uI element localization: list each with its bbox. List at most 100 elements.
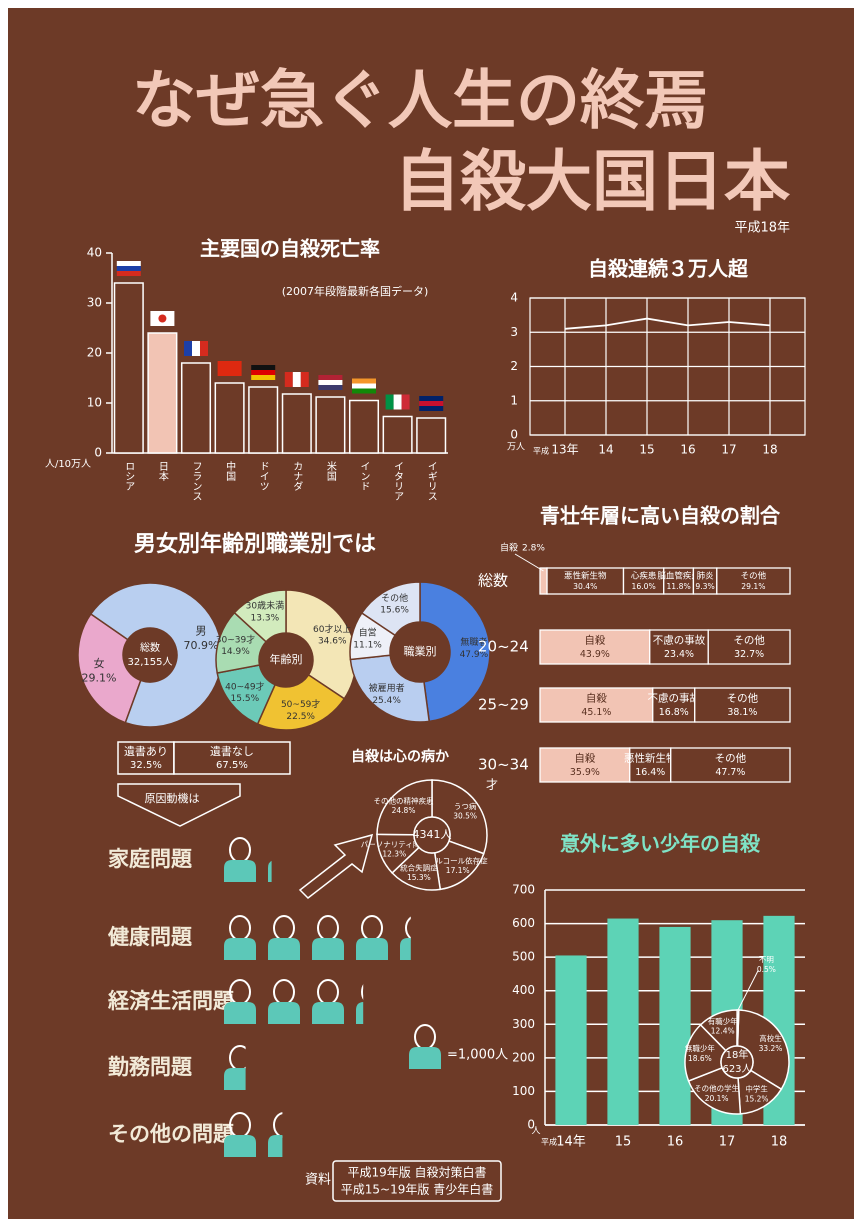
x-tick-label: イタリア [392, 461, 404, 501]
y-tick-label: 2 [510, 359, 518, 373]
pie-value-label: 33.2% [759, 1044, 783, 1053]
icon-body [312, 938, 344, 960]
pie-center-title: 4341人 [413, 828, 452, 841]
split-box-value: 32.5% [130, 760, 162, 771]
pie-center-value: 32,155人 [128, 657, 173, 668]
x-tick-label: 17 [721, 443, 736, 457]
segment-value-label: 2.8% [522, 544, 545, 554]
chart-title: 自殺連続３万人超 [588, 257, 749, 281]
pie-label: 50~59才 [281, 698, 320, 710]
bar [316, 397, 345, 453]
category-label: 家庭問題 [108, 847, 193, 871]
category-label: その他の問題 [108, 1122, 235, 1146]
icon-body [356, 938, 388, 960]
y-tick-label: 3 [510, 325, 518, 339]
x-tick-label: フランス [190, 461, 201, 501]
segment-label: その他 [715, 752, 747, 765]
x-tick-label: カナダ [291, 461, 303, 491]
row-label: 20~24 [478, 638, 529, 656]
title-line2: 自殺大国日本 [394, 143, 791, 220]
cause-label: 原因動機は [145, 791, 200, 805]
split-box-label: 遺書なし [210, 744, 254, 758]
y-tick-label: 10 [87, 396, 102, 410]
x-tick-label: 14 [598, 443, 613, 457]
pie-value-label: 29.1% [82, 671, 117, 684]
segment-value-label: 9.3% [695, 582, 714, 591]
pie-label: 60才以上 [313, 623, 351, 635]
segment-value-label: 47.7% [715, 767, 745, 778]
y-axis-label: 人/10万人 [45, 459, 91, 470]
flag [402, 395, 410, 410]
x-tick-label: 日本 [156, 461, 168, 482]
y-tick-label: 600 [512, 916, 535, 930]
x-tick-label: 15 [639, 443, 654, 457]
x-axis-label: 平成 [533, 446, 549, 456]
segment-label: その他 [741, 570, 767, 581]
row-label: 25~29 [478, 696, 529, 714]
x-tick-label: ドイツ [257, 461, 269, 491]
split-box-label: 遺書あり [124, 744, 168, 758]
x-tick-label: イギリス [425, 461, 437, 501]
pie-label: 自営 [359, 627, 377, 639]
pie-label: 男 [195, 625, 206, 638]
bar [607, 919, 638, 1125]
flag [386, 395, 394, 410]
flag [352, 384, 376, 389]
bar [659, 927, 690, 1125]
bar [417, 418, 446, 453]
pie-label: その他の学生 [694, 1083, 739, 1093]
pie-label: その他 [381, 592, 408, 604]
y-tick-label: 700 [512, 883, 535, 897]
icon-body [268, 938, 300, 960]
bar [283, 394, 312, 453]
segment-label: 不慮の事故 [653, 634, 706, 647]
pie-label: 不明 [759, 955, 774, 964]
pie-center-value: 623人 [722, 1064, 751, 1075]
flag [218, 371, 242, 376]
pie-label: その他の精神疾患 [374, 795, 434, 805]
pie-value-label: 34.6% [318, 637, 347, 647]
x-tick-label: ロシア [123, 461, 134, 491]
pie-value-label: 17.1% [446, 866, 470, 875]
flag [285, 372, 293, 387]
icon-body [224, 938, 256, 960]
source-line: 平成15~19年版 青少年白書 [341, 1182, 493, 1197]
flag [117, 261, 141, 266]
flag [218, 361, 242, 366]
x-tick-label: 17 [719, 1135, 736, 1150]
flag [251, 375, 275, 380]
pie-center-title: 年齢別 [270, 652, 303, 666]
page: { "title_line1": "なぜ急ぐ人生の終焉", "title_lin… [0, 0, 862, 1227]
pie-value-label: 30.5% [453, 812, 477, 821]
pie-value-label: 24.8% [392, 806, 416, 815]
segment-value-label: 43.9% [580, 649, 610, 660]
chart-title: 主要国の自殺死亡率 [200, 237, 380, 261]
poster: なぜ急ぐ人生の終焉 自殺大国日本 平成18年 男女別年齢別職業別では 原因動機は… [0, 0, 862, 1227]
segment-value-label: 38.1% [727, 707, 757, 718]
y-tick-label: 1 [510, 393, 518, 407]
category-label: 勤務問題 [108, 1055, 193, 1079]
pie-center-title: 18年 [726, 1048, 749, 1061]
title-line1: なぜ急ぐ人生の終焉 [132, 65, 708, 139]
x-tick-label: 米国 [324, 460, 336, 482]
flag [293, 372, 301, 387]
segment-value-label: 30.4% [573, 582, 597, 591]
y-tick-label: 30 [87, 296, 102, 310]
segment-label: 不慮の事故 [648, 692, 701, 705]
flag [318, 375, 342, 380]
bar [182, 363, 211, 453]
pie-label: 統合失調症 [400, 862, 438, 872]
bar [249, 387, 278, 453]
y-tick-label: 0 [510, 428, 518, 442]
pie-value-label: 15.5% [231, 694, 260, 704]
segment-label: 自殺 [574, 752, 595, 765]
segment-value-label: 11.8% [666, 582, 690, 591]
flag [158, 315, 166, 323]
x-tick-label: インド [358, 461, 370, 491]
segment-value-label: 16.4% [635, 767, 665, 778]
pie-label: 被雇用者 [369, 682, 405, 694]
segment-label: 自殺 [500, 542, 518, 554]
y-tick-label: 20 [87, 346, 102, 360]
flag [419, 406, 443, 411]
pie-center-title: 総数 [140, 641, 160, 654]
